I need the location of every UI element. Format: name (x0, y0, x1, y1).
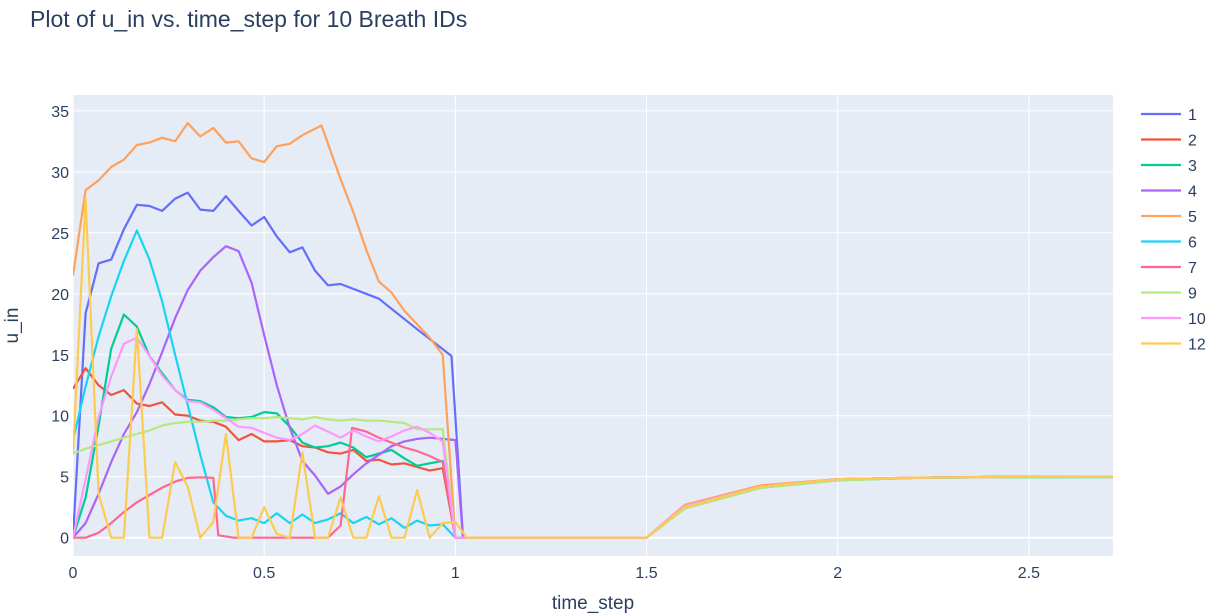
legend-label: 1 (1188, 107, 1197, 124)
x-tick-label: 0 (69, 565, 78, 582)
legend-label: 3 (1188, 158, 1197, 175)
chart-title: Plot of u_in vs. time_step for 10 Breath… (30, 6, 468, 32)
legend-item-6[interactable]: 6 (1141, 235, 1197, 252)
gridlines (72, 95, 1113, 556)
y-tick-label: 20 (51, 287, 69, 304)
legend-label: 6 (1188, 235, 1197, 252)
legend-item-2[interactable]: 2 (1141, 133, 1197, 150)
y-tick-label: 30 (51, 165, 69, 182)
legend-label: 12 (1188, 337, 1206, 354)
x-tick-label: 1 (451, 565, 460, 582)
legend-label: 10 (1188, 311, 1206, 328)
legend-label: 9 (1188, 286, 1197, 303)
legend-item-7[interactable]: 7 (1141, 260, 1197, 277)
legend-label: 2 (1188, 133, 1197, 150)
legend-item-10[interactable]: 10 (1141, 311, 1206, 328)
legend-label: 4 (1188, 184, 1197, 201)
y-tick-label: 25 (51, 226, 69, 243)
legend-item-1[interactable]: 1 (1141, 107, 1197, 124)
y-axis-title: u_in (2, 308, 23, 344)
legend-label: 5 (1188, 209, 1197, 226)
legend-item-4[interactable]: 4 (1141, 184, 1197, 201)
y-tick-label: 15 (51, 348, 69, 365)
y-tick-label: 35 (51, 104, 69, 121)
axis-ticks: 0 0.5 1 1.5 2 2.5 0 5 10 15 20 25 30 35 (51, 104, 1040, 582)
series-line-12[interactable] (73, 197, 1113, 539)
legend-item-12[interactable]: 12 (1141, 337, 1206, 354)
x-tick-label: 2 (833, 565, 842, 582)
legend-item-3[interactable]: 3 (1141, 158, 1197, 175)
legend-item-5[interactable]: 5 (1141, 209, 1197, 226)
y-tick-label: 10 (51, 409, 69, 426)
x-tick-label: 1.5 (635, 565, 657, 582)
plot-background (73, 95, 1113, 556)
y-tick-label: 0 (60, 531, 69, 548)
legend-item-9[interactable]: 9 (1141, 286, 1197, 303)
x-tick-label: 0.5 (253, 565, 275, 582)
x-axis-title: time_step (552, 593, 634, 614)
y-tick-label: 5 (60, 470, 69, 487)
legend-label: 7 (1188, 260, 1197, 277)
series-lines[interactable] (73, 121, 1113, 539)
x-tick-label: 2.5 (1018, 565, 1040, 582)
